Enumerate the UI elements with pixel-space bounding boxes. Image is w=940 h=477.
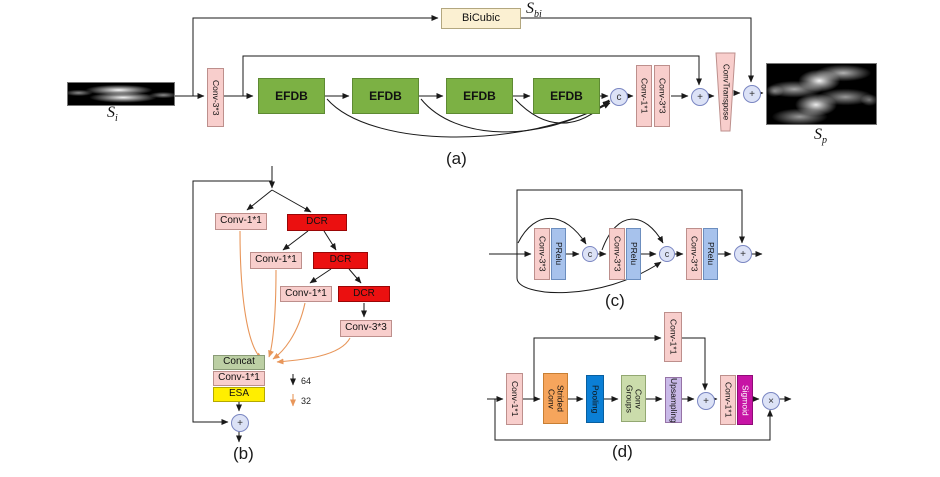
dcr-block-2: DCR [313,252,368,269]
conv1x1-block-d-top: Conv-1*1 [664,312,682,362]
sigmoid-block: Sigmoid [737,375,753,425]
legend-32-channels: 32 [301,396,312,406]
conv1x1-block-a: Conv-1*1 [636,65,652,127]
conv-groups-block: Conv Groups [621,375,646,422]
output-fringe-image [766,63,877,125]
bicubic-output-label: Sbi [526,0,542,21]
dcr-block-1: DCR [287,214,347,231]
efdb-block-3: EFDB [446,78,513,114]
conv1x1-block-b4: Conv-1*1 [213,371,265,386]
efdb-block-4: EFDB [533,78,600,114]
conv1x1-block-b1: Conv-1*1 [215,213,267,230]
strided-conv-block: Strided Conv [543,373,568,424]
concat-block-b: Concat [213,355,265,370]
panel-b-skip-wires [239,230,351,407]
pooling-block: Pooling [586,375,604,423]
panel-b-wires [192,166,367,443]
upsampling-block: Upsampling [665,377,682,423]
efdb-block-2: EFDB [352,78,419,114]
legend-64-channels: 64 [301,376,312,386]
panel-d-wires [487,335,792,441]
add-operator-a2: + [743,85,761,103]
conv1x1-block-d-in: Conv-1*1 [506,373,523,425]
esa-block: ESA [213,387,265,402]
conv1x1-block-d-out: Conv-1*1 [720,375,736,425]
conv3x3-input-block: Conv-3*3 [207,68,224,127]
add-operator-b: + [231,414,249,432]
efdb-block-1: EFDB [258,78,325,114]
bicubic-block: BiCubic [441,8,521,29]
panel-a-caption: (a) [446,149,467,168]
prelu-block-2: PRelu [626,228,641,280]
add-operator-c: + [734,245,752,263]
conv1x1-block-b2: Conv-1*1 [250,252,302,269]
conv1x1-block-b3: Conv-1*1 [280,286,332,302]
panel-b-caption: (b) [233,444,254,463]
conv3x3-block-c1: Conv-3*3 [534,228,550,280]
add-operator-d: + [697,392,715,410]
prelu-block-1: PRelu [551,228,566,280]
conv3x3-output-block: Conv-3*3 [654,65,670,127]
concat-operator-a: c [610,88,628,106]
prelu-block-3: PRelu [703,228,718,280]
input-image-label: Si [107,104,118,125]
multiply-operator-d: × [762,392,780,410]
conv-transpose-block: ConvTranspose [721,63,731,121]
output-image-label: Sp [814,126,827,147]
panel-a-wires [175,15,764,138]
concat-operator-c2: c [659,246,675,262]
panel-d-caption: (d) [612,442,633,461]
input-fringe-image [67,82,175,106]
add-operator-a1: + [691,88,709,106]
conv3x3-block-b: Conv-3*3 [340,320,392,337]
conv3x3-block-c3: Conv-3*3 [686,228,702,280]
conv3x3-block-c2: Conv-3*3 [609,228,625,280]
panel-c-caption: (c) [605,291,625,310]
concat-operator-c1: c [582,246,598,262]
dcr-block-3: DCR [338,286,390,302]
